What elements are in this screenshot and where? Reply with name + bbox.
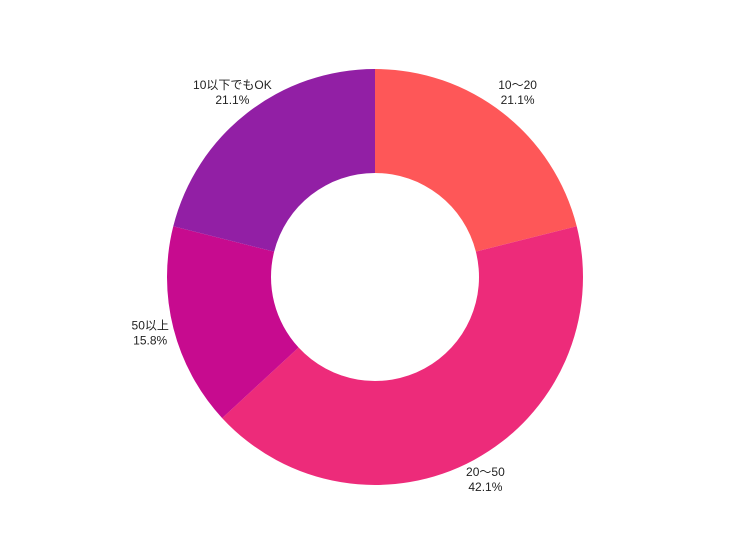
slice-category-label: 10以下でもOK [193, 78, 272, 92]
slice-percent-label: 21.1% [501, 93, 535, 107]
donut-slice [173, 69, 375, 252]
slice-category-label: 50以上 [132, 318, 169, 332]
slice-category-label: 20〜50 [466, 465, 505, 479]
donut-slice [375, 69, 577, 252]
donut-slice [167, 226, 299, 419]
slices-group [167, 69, 584, 486]
slice-percent-label: 42.1% [468, 480, 502, 494]
slice-percent-label: 15.8% [133, 333, 167, 347]
slice-label: 10〜20 21.1% [498, 78, 537, 107]
labels-group: 10〜20 21.1%20〜50 42.1%50以上 15.8%10以下でもOK 21.… [132, 78, 538, 494]
slice-label: 50以上 15.8% [132, 318, 169, 347]
donut-slice [222, 226, 584, 486]
slice-label: 20〜50 42.1% [466, 465, 505, 494]
slice-percent-label: 21.1% [215, 93, 249, 107]
slice-category-label: 10〜20 [498, 78, 537, 92]
slice-label: 10以下でもOK 21.1% [193, 78, 272, 107]
